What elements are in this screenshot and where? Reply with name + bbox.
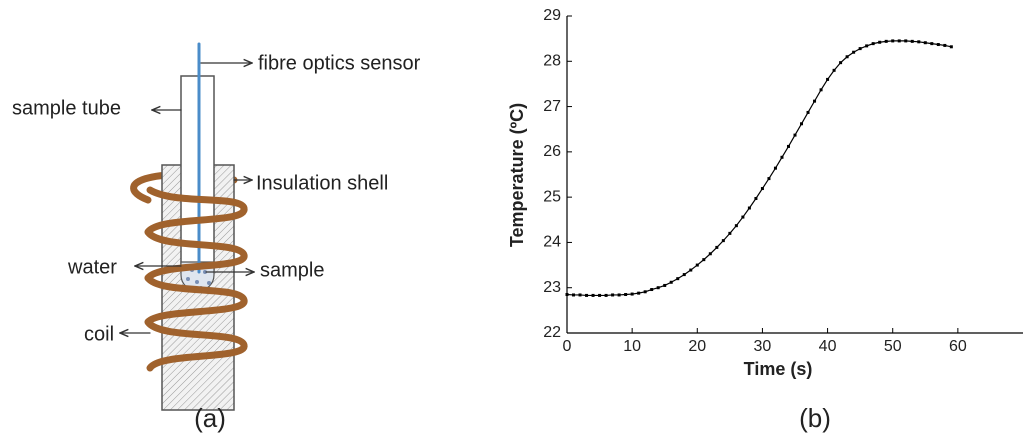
x-tick-label: 20 [688,338,706,355]
tube-label: sample tube [12,97,121,119]
y-tick-label: 24 [543,234,561,251]
data-point [656,286,660,290]
data-point [760,187,764,191]
data-point [669,280,673,284]
data-point [643,290,647,294]
data-point [650,288,654,292]
data-point [741,215,745,219]
coil-label: coil [84,323,114,345]
y-axis-title: Temperature (ºC) [507,103,527,247]
x-tick-label: 60 [949,338,967,355]
data-point [585,293,589,297]
y-tick-label: 27 [543,98,561,115]
data-point [936,43,940,47]
data-point [578,293,582,297]
data-point [663,283,667,287]
series-line [566,40,952,297]
data-point [689,268,693,272]
y-tick-label: 25 [543,188,561,205]
data-point [943,43,947,47]
data-point [917,40,921,44]
data-point [572,293,576,297]
data-point [604,293,608,297]
data-point [865,44,869,48]
data-point [611,293,615,297]
data-point [702,258,706,262]
y-tick-label: 26 [543,143,561,160]
x-axis-title: Time (s) [744,359,813,379]
data-point [813,99,817,103]
data-point [832,68,836,72]
data-point [819,88,823,92]
data-point [721,239,725,243]
data-point [878,40,882,44]
y-tick-label: 29 [543,7,561,24]
data-point [734,224,738,228]
y-tick-label: 28 [543,53,561,70]
coil [144,186,248,372]
data-point [708,252,712,256]
data-point [624,293,628,297]
data-point [800,122,804,126]
data-point [839,61,843,65]
data-point [871,42,875,46]
data-point [565,293,569,297]
data-point [630,292,634,296]
data-point [682,273,686,277]
data-point [826,77,830,81]
data-point [747,206,751,210]
data-point [591,293,595,297]
data-point [949,45,953,49]
data-point [780,155,784,159]
shell-label: Insulation shell [256,172,388,194]
data-point [637,291,641,295]
data-point [891,39,895,43]
data-point [728,231,732,235]
data-point [617,293,621,297]
data-point [598,293,602,297]
x-tick-label: 50 [884,338,902,355]
data-point [786,144,790,148]
caption-a: (a) [194,403,226,433]
x-tick-label: 40 [819,338,837,355]
data-point [695,263,699,267]
data-point [930,42,934,46]
data-point [858,47,862,51]
data-point [852,50,856,54]
y-tick-label: 22 [543,324,561,341]
x-tick-label: 10 [623,338,641,355]
data-point [754,197,758,201]
x-tick-label: 0 [563,338,572,355]
data-point [897,39,901,43]
data-point [773,166,777,170]
data-point [793,133,797,137]
x-tick-label: 30 [754,338,772,355]
pointer-arrows [120,63,254,333]
y-tick-label: 23 [543,279,561,296]
data-point [676,277,680,281]
caption-b: (b) [799,403,831,433]
data-point [884,39,888,43]
data-point [767,177,771,181]
data-point [715,245,719,249]
water-label: water [67,256,117,278]
sample-label: sample [260,259,324,281]
sensor-label: fibre optics sensor [258,52,421,74]
apparatus-diagram: fibre optics sensor sample tube Insulati… [12,42,421,411]
data-point [904,39,908,43]
data-point [845,55,849,59]
data-point [923,41,927,45]
data-point [910,39,914,43]
data-point [806,110,810,114]
